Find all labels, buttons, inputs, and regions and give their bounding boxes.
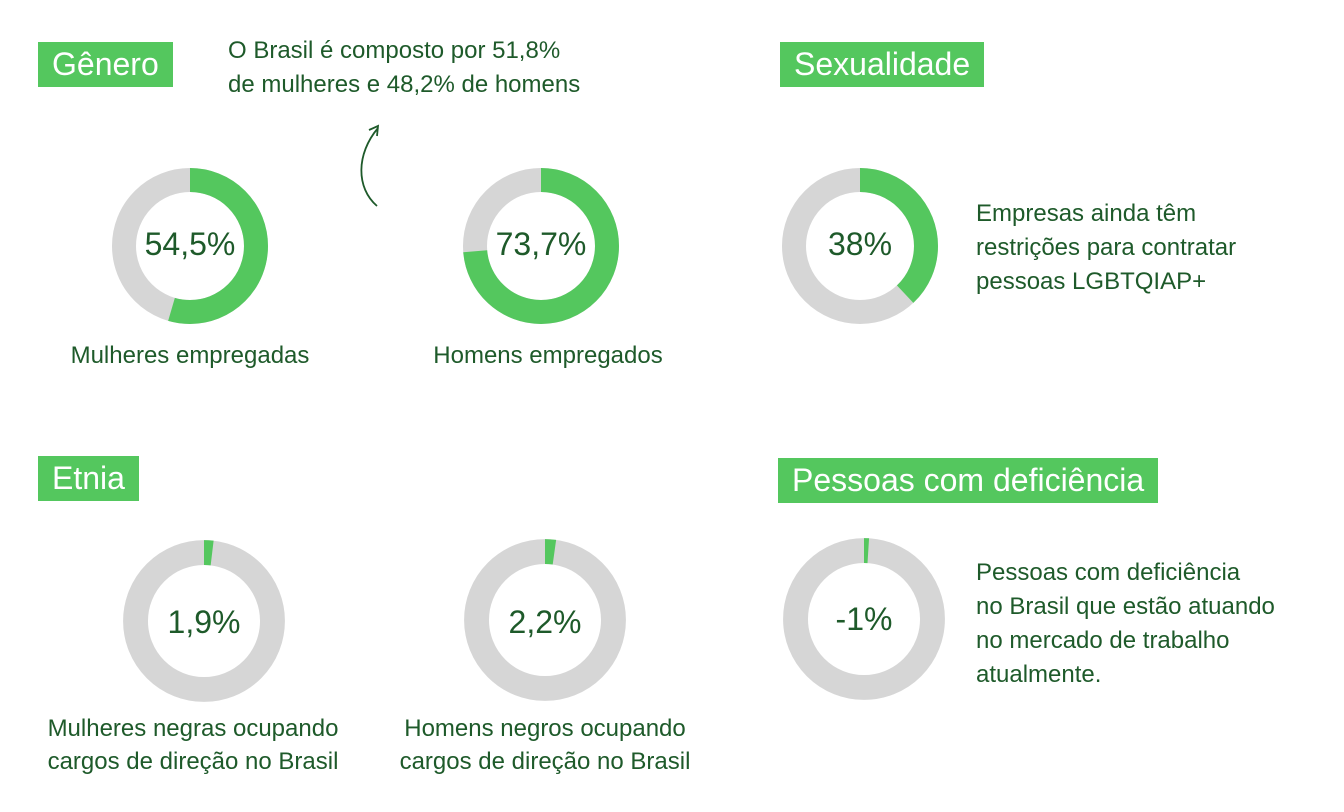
donut-value-mulheres-empregadas: 54,5% bbox=[144, 226, 236, 262]
donut-value-lgbt: 38% bbox=[827, 226, 893, 262]
note-lgbt-line-3: pessoas LGBTQIAP+ bbox=[976, 268, 1207, 295]
note-brasil: O Brasil é composto por 51,8% de mulhere… bbox=[228, 34, 580, 102]
donut-chart-mulheres-empregadas bbox=[112, 168, 268, 324]
caption-mulheres-negras-line-1: Mulheres negras ocupando bbox=[47, 715, 339, 742]
caption-homens-empregados: Homens empregados bbox=[398, 339, 698, 372]
donut-chart-mulheres-negras bbox=[123, 540, 285, 702]
section-tag-deficiencia: Pessoas com deficiência bbox=[778, 458, 1159, 503]
donut-chart-lgbt bbox=[782, 168, 938, 324]
donut-value-mulheres-negras: 1,9% bbox=[167, 604, 241, 640]
donut-value-homens-empregados: 73,7% bbox=[495, 226, 587, 262]
donut-arc-deficiencia bbox=[783, 538, 945, 700]
donut-value-deficiencia: -1% bbox=[835, 601, 893, 637]
caption-homens-negros-line-2: cargos de direção no Brasil bbox=[399, 748, 691, 775]
donut-arc-mulheres-empregadas bbox=[112, 168, 268, 324]
donut-chart-homens-empregados bbox=[463, 168, 619, 324]
caption-mulheres-empregadas-line-1: Mulheres empregadas bbox=[70, 342, 310, 369]
note-pcd-line-1: Pessoas com deficiência bbox=[976, 559, 1241, 586]
note-lgbt: Empresas ainda têm restrições para contr… bbox=[976, 197, 1236, 299]
section-tag-sexualidade: Sexualidade bbox=[780, 42, 985, 87]
caption-mulheres-empregadas: Mulheres empregadas bbox=[40, 339, 340, 372]
donut-arc-homens-empregados bbox=[463, 168, 619, 324]
note-brasil-line-2: de mulheres e 48,2% de homens bbox=[228, 71, 581, 98]
donut-chart-homens-negros bbox=[464, 539, 626, 701]
note-lgbt-line-2: restrições para contratar bbox=[976, 234, 1237, 261]
caption-mulheres-negras-line-2: cargos de direção no Brasil bbox=[47, 748, 339, 775]
note-lgbt-line-1: Empresas ainda têm bbox=[976, 200, 1197, 227]
caption-homens-empregados-line-1: Homens empregados bbox=[433, 342, 663, 369]
caption-homens-negros-line-1: Homens negros ocupando bbox=[404, 715, 686, 742]
note-brasil-line-1: O Brasil é composto por 51,8% bbox=[228, 37, 561, 64]
caption-homens-negros: Homens negros ocupando cargos de direção… bbox=[372, 712, 718, 778]
donut-value-homens-negros: 2,2% bbox=[508, 604, 582, 640]
donut-arc-lgbt bbox=[782, 168, 938, 324]
section-tag-etnia: Etnia bbox=[38, 456, 139, 501]
donut-arc-homens-negros bbox=[464, 539, 626, 701]
note-pcd: Pessoas com deficiência no Brasil que es… bbox=[976, 556, 1275, 692]
donut-arc-mulheres-negras bbox=[123, 540, 285, 702]
note-pcd-line-4: atualmente. bbox=[976, 661, 1102, 688]
caption-mulheres-negras: Mulheres negras ocupando cargos de direç… bbox=[20, 712, 366, 778]
note-pcd-line-3: no mercado de trabalho bbox=[976, 627, 1230, 654]
curved-arrow-icon bbox=[360, 124, 380, 207]
section-tag-genero: Gênero bbox=[38, 42, 173, 87]
donut-chart-deficiencia bbox=[783, 538, 945, 700]
note-pcd-line-2: no Brasil que estão atuando bbox=[976, 593, 1275, 620]
